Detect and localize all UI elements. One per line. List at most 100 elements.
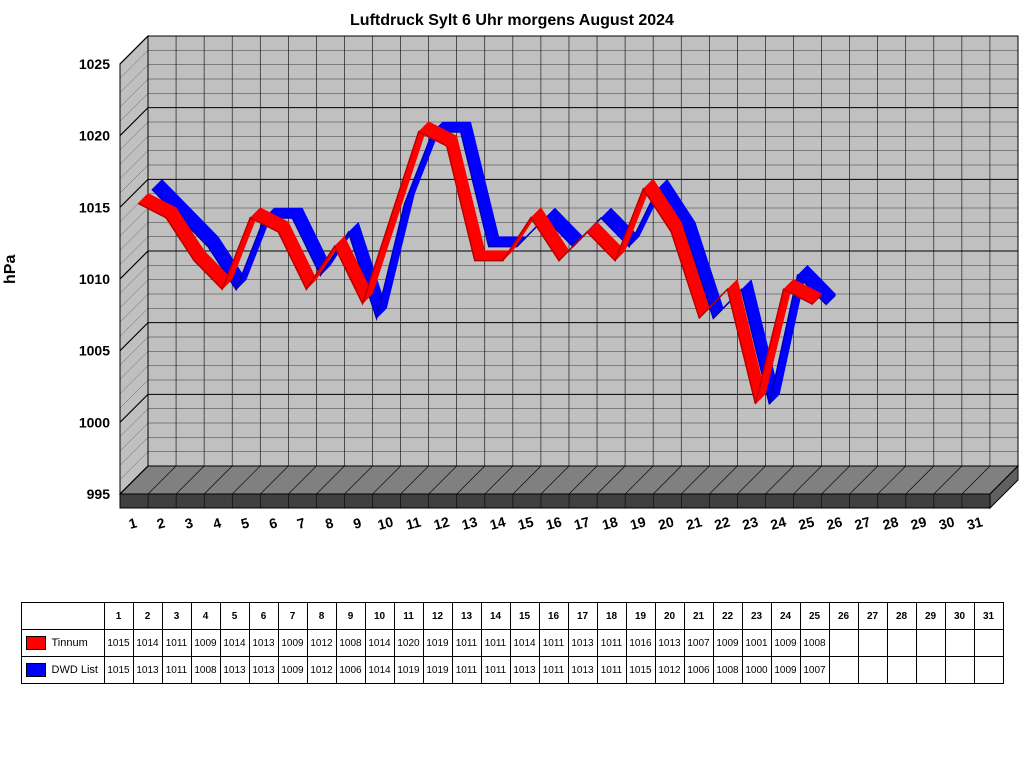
table-col-header: 30 <box>945 603 974 630</box>
table-col-header: 7 <box>278 603 307 630</box>
table-col-header: 11 <box>394 603 423 630</box>
table-cell <box>916 630 945 657</box>
svg-text:4: 4 <box>211 514 223 532</box>
table-col-header: 5 <box>220 603 249 630</box>
table-col-header: 18 <box>597 603 626 630</box>
svg-text:1: 1 <box>127 514 139 532</box>
table-cell: 1014 <box>365 630 394 657</box>
table-col-header: 25 <box>800 603 829 630</box>
table-cell: 1012 <box>307 657 336 684</box>
table-cell: 1009 <box>278 630 307 657</box>
svg-text:21: 21 <box>684 513 703 533</box>
table-cell: 1000 <box>742 657 771 684</box>
table-cell <box>945 630 974 657</box>
table-cell <box>974 630 1003 657</box>
table-cell <box>829 657 858 684</box>
table-col-header: 27 <box>858 603 887 630</box>
table-col-header: 3 <box>162 603 191 630</box>
table-cell: 1015 <box>104 630 133 657</box>
table-col-header: 20 <box>655 603 684 630</box>
table-cell: 1006 <box>684 657 713 684</box>
svg-text:8: 8 <box>323 514 335 532</box>
svg-text:1015: 1015 <box>79 199 110 215</box>
svg-text:3: 3 <box>183 514 195 532</box>
table-col-header: 13 <box>452 603 481 630</box>
table-cell: 1008 <box>191 657 220 684</box>
svg-text:18: 18 <box>600 513 619 533</box>
svg-text:14: 14 <box>488 513 507 533</box>
table-cell: 1013 <box>249 630 278 657</box>
svg-text:20: 20 <box>656 513 675 533</box>
svg-text:26: 26 <box>825 513 844 533</box>
table-cell: 1014 <box>220 630 249 657</box>
table-cell <box>974 657 1003 684</box>
table-cell: 1012 <box>655 657 684 684</box>
table-col-header: 9 <box>336 603 365 630</box>
table-cell: 1011 <box>481 657 510 684</box>
table-cell: 1014 <box>133 630 162 657</box>
svg-text:12: 12 <box>432 513 451 533</box>
table-cell: 1009 <box>713 630 742 657</box>
table-cell: 1013 <box>568 657 597 684</box>
table-col-header: 14 <box>481 603 510 630</box>
table-cell: 1011 <box>452 657 481 684</box>
table-cell <box>945 657 974 684</box>
chart-area: hPa 995100010051010101510201025123456789… <box>0 34 1024 594</box>
svg-text:1020: 1020 <box>79 128 110 144</box>
svg-text:31: 31 <box>965 513 984 533</box>
table-col-header: 22 <box>713 603 742 630</box>
table-cell: 1011 <box>452 630 481 657</box>
table-cell: 1015 <box>104 657 133 684</box>
table-cell <box>858 630 887 657</box>
table-cell: 1015 <box>626 657 655 684</box>
svg-text:13: 13 <box>460 513 479 533</box>
table-cell: 1019 <box>423 657 452 684</box>
svg-text:7: 7 <box>295 514 307 532</box>
table-cell: 1011 <box>162 657 191 684</box>
table-cell: 1006 <box>336 657 365 684</box>
table-cell <box>829 630 858 657</box>
svg-text:6: 6 <box>267 514 279 532</box>
table-cell: 1011 <box>539 630 568 657</box>
table-cell: 1011 <box>597 657 626 684</box>
table-cell: 1008 <box>336 630 365 657</box>
table-cell: 1020 <box>394 630 423 657</box>
table-cell: 1013 <box>655 630 684 657</box>
table-col-header: 26 <box>829 603 858 630</box>
svg-text:10: 10 <box>376 513 395 533</box>
table-cell: 1009 <box>771 657 800 684</box>
table-cell: 1019 <box>394 657 423 684</box>
table-cell <box>858 657 887 684</box>
svg-text:9: 9 <box>351 514 363 532</box>
table-col-header: 8 <box>307 603 336 630</box>
svg-text:995: 995 <box>87 486 111 502</box>
table-cell <box>887 630 916 657</box>
table-col-header: 15 <box>510 603 539 630</box>
table-cell: 1007 <box>800 657 829 684</box>
table-cell: 1011 <box>162 630 191 657</box>
table-col-header: 16 <box>539 603 568 630</box>
table-col-header: 1 <box>104 603 133 630</box>
table-cell: 1013 <box>133 657 162 684</box>
table-cell: 1008 <box>800 630 829 657</box>
legend-swatch <box>26 636 46 650</box>
table-col-header: 19 <box>626 603 655 630</box>
y-axis-label: hPa <box>2 255 20 284</box>
table-cell <box>916 657 945 684</box>
svg-text:15: 15 <box>516 513 535 533</box>
svg-text:22: 22 <box>712 513 731 533</box>
table-col-header: 12 <box>423 603 452 630</box>
table-cell: 1009 <box>191 630 220 657</box>
svg-text:17: 17 <box>572 513 591 533</box>
table-col-header: 10 <box>365 603 394 630</box>
table-cell: 1014 <box>365 657 394 684</box>
table-cell: 1007 <box>684 630 713 657</box>
table-cell: 1011 <box>481 630 510 657</box>
table-col-header: 31 <box>974 603 1003 630</box>
table-cell: 1019 <box>423 630 452 657</box>
svg-text:1025: 1025 <box>79 56 110 72</box>
svg-text:19: 19 <box>628 513 647 533</box>
table-cell <box>887 657 916 684</box>
svg-text:28: 28 <box>881 513 900 533</box>
legend-swatch <box>26 663 46 677</box>
